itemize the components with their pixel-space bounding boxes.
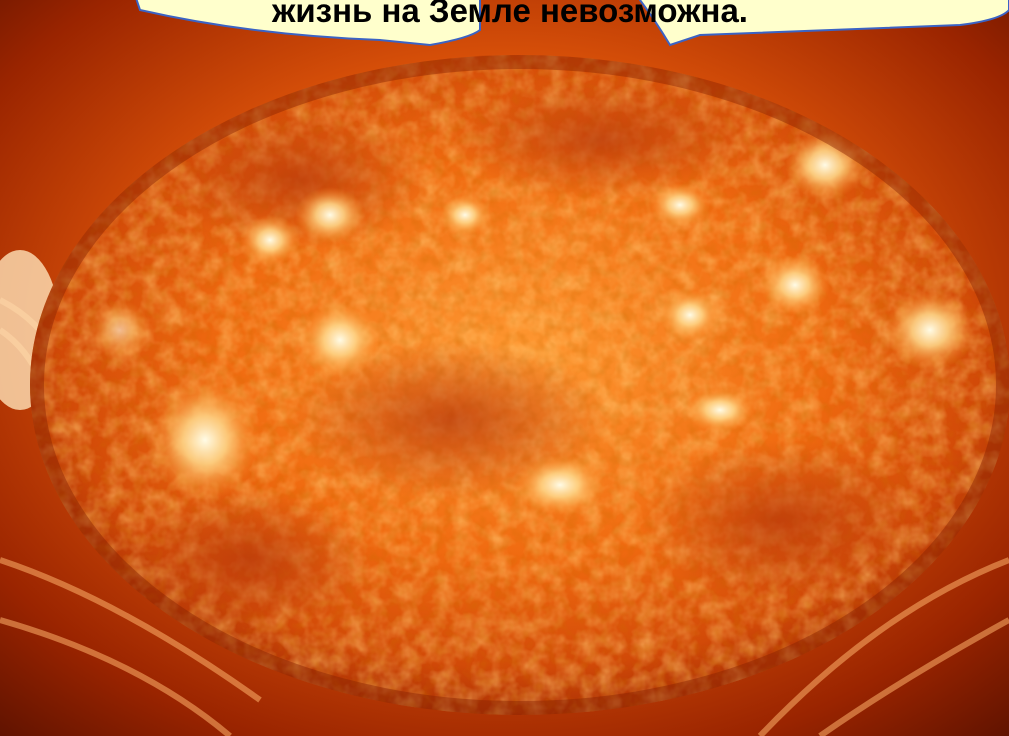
callout-text: жизнь на Земле невозможна. [272, 0, 748, 29]
active-regions [90, 130, 975, 515]
corona-streaks [0, 297, 1009, 736]
callout-bubble-left [135, 0, 481, 47]
callout-bubble-right [639, 0, 1009, 47]
